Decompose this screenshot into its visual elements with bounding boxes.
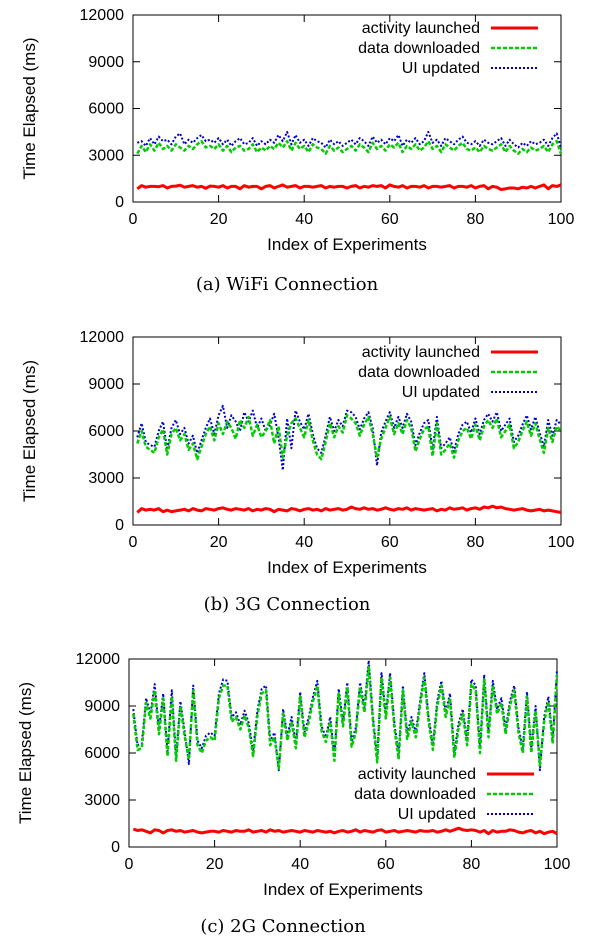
y-tick-label: 0 — [115, 517, 124, 534]
y-tick-label: 6000 — [88, 423, 124, 440]
y-tick-label: 3000 — [84, 792, 120, 809]
y-tick-label: 9000 — [88, 54, 124, 71]
plot-frame — [132, 336, 562, 526]
x-axis-label: Index of Experiments — [263, 880, 423, 899]
y-tick-label: 12000 — [80, 329, 125, 346]
x-axis-label: Index of Experiments — [267, 558, 427, 577]
x-tick-label: 60 — [377, 856, 395, 873]
plot-frame — [132, 14, 562, 203]
series-line-UI-updated — [132, 659, 558, 772]
panel-caption: (c) 2G Connection — [200, 916, 366, 937]
x-tick-label: 80 — [467, 534, 485, 551]
x-tick-label: 20 — [206, 856, 224, 873]
x-tick-label: 0 — [129, 211, 138, 228]
series-line-activity-launched — [136, 183, 562, 191]
legend-label: data downloaded — [358, 364, 480, 381]
x-tick-label: 0 — [125, 856, 134, 873]
y-tick-label: 3000 — [88, 470, 124, 487]
series-line-UI-updated — [136, 130, 562, 149]
y-tick-label: 6000 — [84, 745, 120, 762]
x-tick-label: 0 — [129, 534, 138, 551]
legend-label: UI updated — [402, 384, 480, 401]
legend-label: data downloaded — [354, 786, 476, 803]
x-tick-label: 100 — [544, 856, 571, 873]
x-axis-label: Index of Experiments — [267, 235, 427, 254]
y-tick-label: 6000 — [88, 101, 124, 118]
legend-label: data downloaded — [358, 40, 480, 57]
y-tick-label: 12000 — [76, 651, 121, 668]
legend-label: activity launched — [358, 766, 476, 783]
x-tick-label: 100 — [548, 211, 575, 228]
x-tick-label: 100 — [548, 534, 575, 551]
panel-caption: (b) 3G Connection — [204, 594, 371, 615]
chart-panel-3: 0 3000 6000 9000 12000 0 20 40 60 80 100 Index of E… — [16, 651, 570, 937]
y-tick-label: 9000 — [88, 376, 124, 393]
x-tick-label: 80 — [463, 856, 481, 873]
series-line-activity-launched — [136, 504, 562, 514]
legend-label: UI updated — [402, 60, 480, 77]
x-tick-label: 40 — [291, 856, 309, 873]
series-line-data-downloaded — [132, 665, 559, 770]
legend-label: activity launched — [362, 20, 480, 37]
y-tick-label: 9000 — [84, 698, 120, 715]
panel-caption: (a) WiFi Connection — [196, 274, 379, 295]
x-tick-label: 60 — [381, 534, 399, 551]
y-axis-label: Time Elapsed (ms) — [16, 682, 35, 824]
chart-panel-2: 0 3000 6000 9000 12000 0 20 40 60 80 100 Index of E… — [20, 329, 574, 615]
series-line-data-downloaded — [136, 414, 562, 461]
x-tick-label: 20 — [210, 534, 228, 551]
x-tick-label: 60 — [381, 211, 399, 228]
x-tick-label: 80 — [467, 211, 485, 228]
series-line-activity-launched — [132, 826, 558, 836]
y-tick-label: 0 — [111, 839, 120, 856]
x-tick-label: 40 — [295, 534, 313, 551]
legend-label: UI updated — [398, 806, 476, 823]
legend-label: activity launched — [362, 344, 480, 361]
y-axis-label: Time Elapsed (ms) — [20, 360, 39, 502]
series-line-UI-updated — [136, 404, 562, 472]
y-tick-label: 3000 — [88, 147, 124, 164]
y-tick-label: 12000 — [80, 7, 125, 24]
y-axis-label: Time Elapsed (ms) — [20, 37, 39, 179]
y-tick-label: 0 — [115, 194, 124, 211]
x-tick-label: 20 — [210, 211, 228, 228]
chart-panel-1: 0 3000 6000 9000 12000 0 20 40 60 80 100 Index of E… — [20, 7, 574, 295]
x-tick-label: 40 — [295, 211, 313, 228]
series-line-data-downloaded — [136, 139, 563, 155]
